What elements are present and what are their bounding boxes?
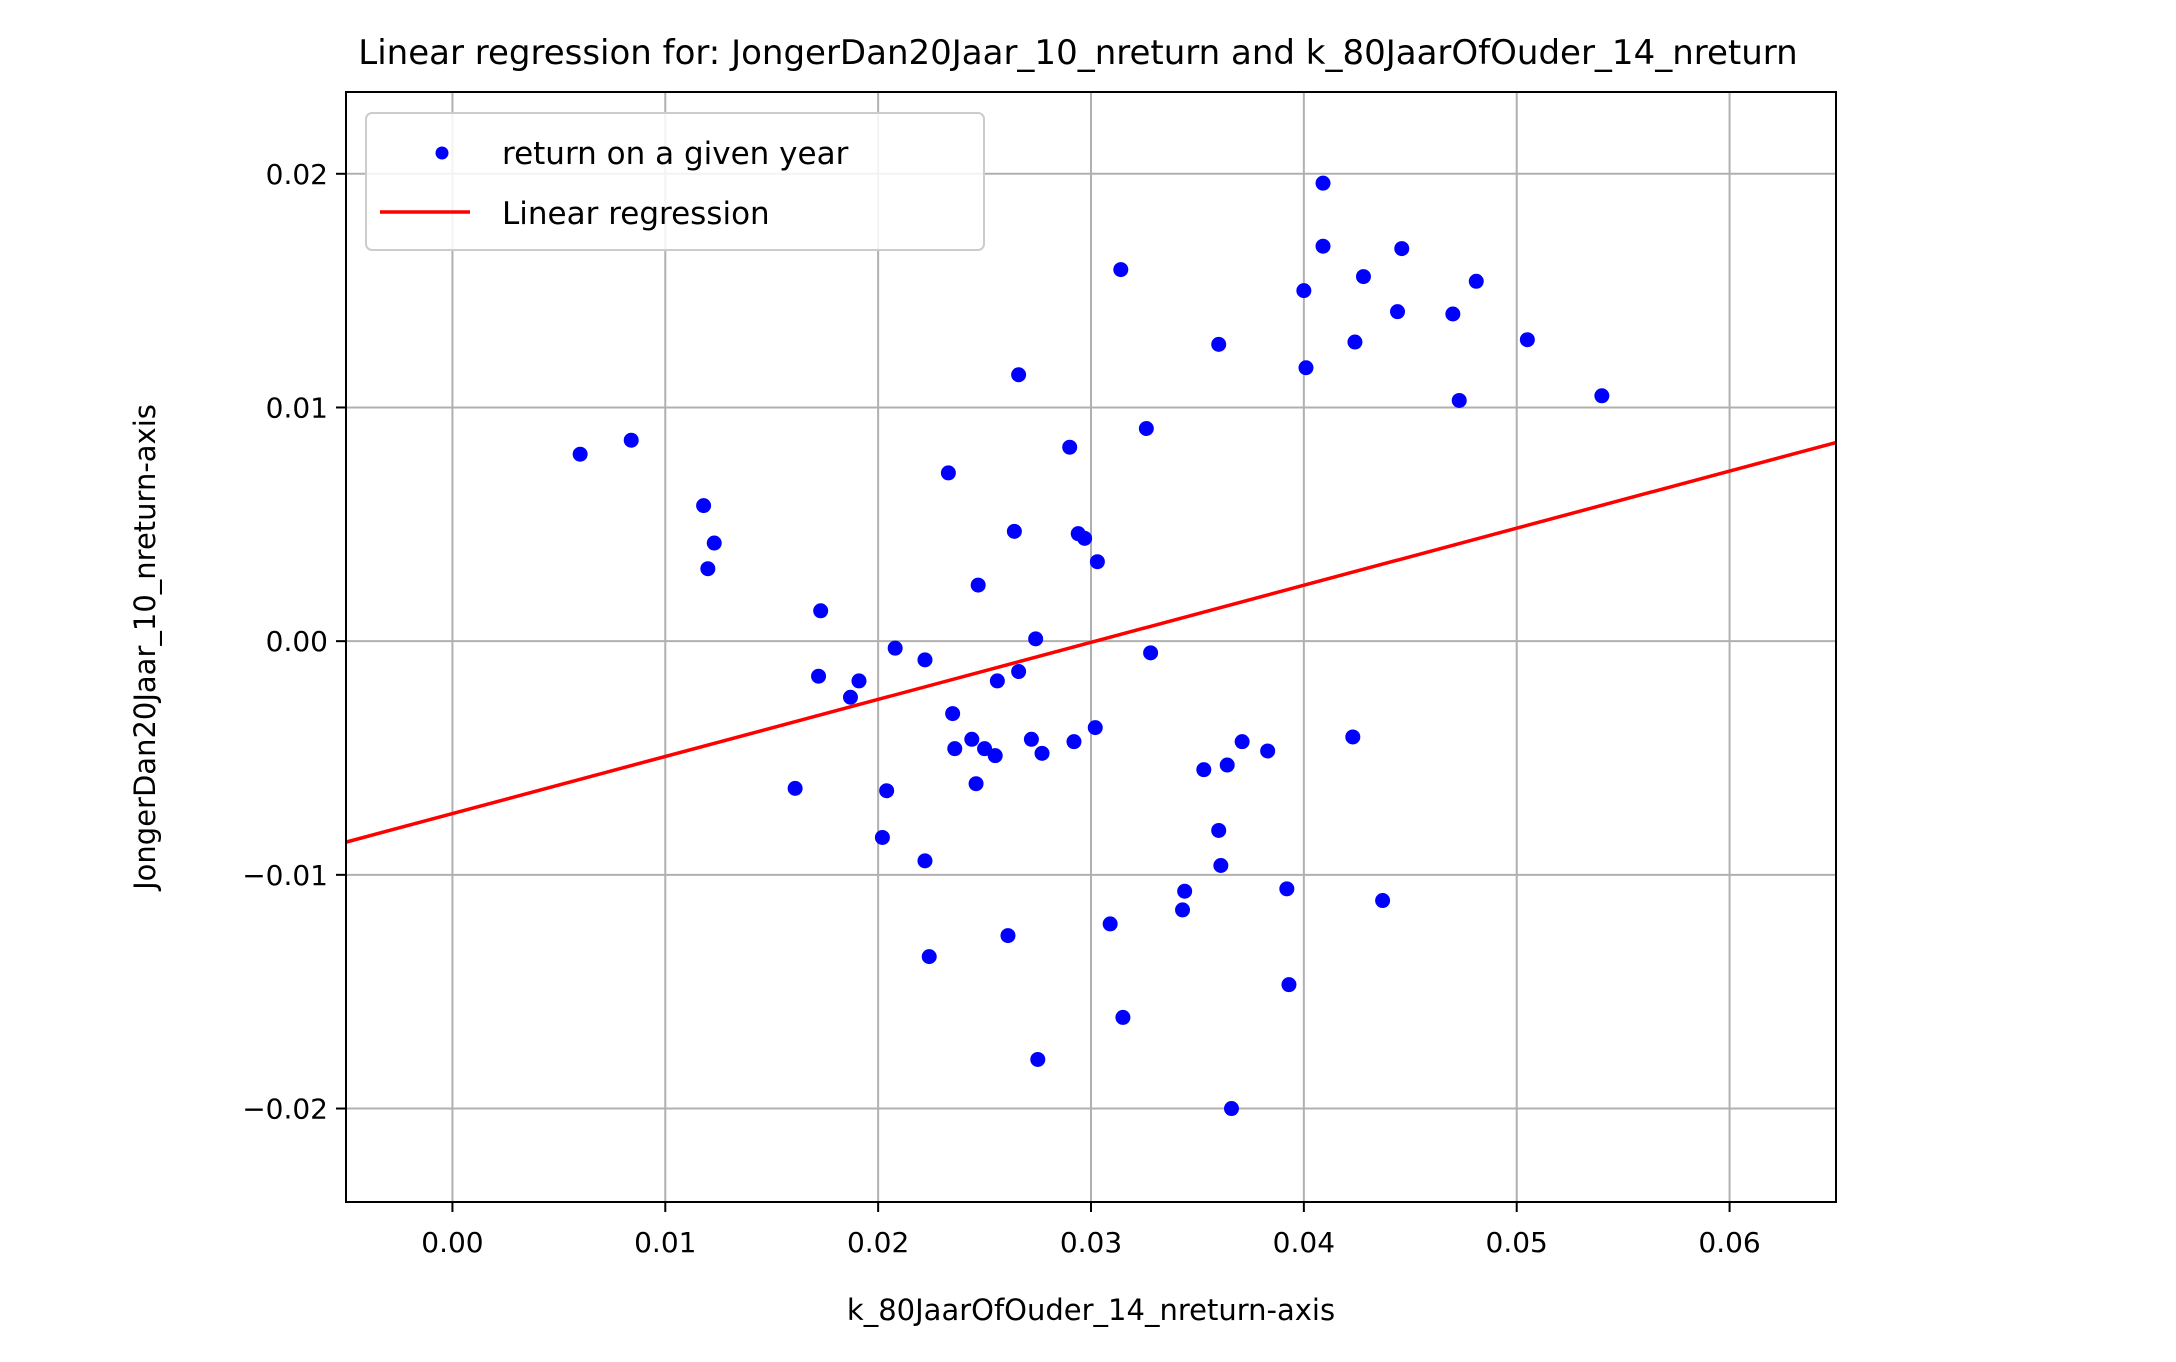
scatter-point bbox=[921, 949, 937, 965]
scatter-point bbox=[1011, 664, 1027, 680]
scatter-point bbox=[1034, 745, 1050, 761]
regression-line bbox=[345, 440, 1837, 844]
legend-label-scatter: return on a given year bbox=[502, 136, 849, 172]
scatter-point bbox=[1211, 822, 1227, 838]
scatter-point bbox=[1023, 731, 1039, 747]
scatter-point bbox=[1102, 916, 1118, 932]
scatter-point bbox=[1223, 1101, 1239, 1117]
scatter-point bbox=[1345, 729, 1361, 745]
scatter-point bbox=[1011, 367, 1027, 383]
scatter-point bbox=[1077, 530, 1093, 546]
scatter-point bbox=[1594, 388, 1610, 404]
scatter-point bbox=[1066, 734, 1082, 750]
scatter-point bbox=[1028, 631, 1044, 647]
scatter-point bbox=[1089, 554, 1105, 570]
scatter-point bbox=[917, 853, 933, 869]
x-tick-label: 0.05 bbox=[1486, 1226, 1548, 1259]
scatter-point bbox=[964, 731, 980, 747]
y-tick-label: −0.01 bbox=[242, 859, 328, 892]
scatter-point bbox=[811, 668, 827, 684]
scatter-point bbox=[1519, 332, 1535, 348]
scatter-point bbox=[1087, 720, 1103, 736]
scatter-point bbox=[1143, 645, 1159, 661]
scatter-point bbox=[989, 673, 1005, 689]
x-tick-label: 0.06 bbox=[1698, 1226, 1760, 1259]
scatter-point bbox=[1213, 857, 1229, 873]
scatter-point bbox=[940, 465, 956, 481]
scatter-point bbox=[1219, 757, 1235, 773]
scatter-point bbox=[1115, 1009, 1131, 1025]
scatter-point bbox=[842, 689, 858, 705]
scatter-point bbox=[706, 535, 722, 551]
scatter-point bbox=[1138, 421, 1154, 437]
scatter-point bbox=[1394, 241, 1410, 257]
scatter-point bbox=[1355, 269, 1371, 285]
y-tick-label: −0.02 bbox=[242, 1093, 328, 1126]
scatter-point bbox=[1175, 902, 1191, 918]
scatter-point bbox=[1260, 743, 1276, 759]
scatter-point bbox=[874, 829, 890, 845]
y-tick-label: 0.02 bbox=[266, 158, 328, 191]
plot-frame bbox=[345, 91, 1837, 1203]
scatter-point bbox=[1279, 881, 1295, 897]
scatter-point bbox=[1196, 762, 1212, 778]
regression-line-layer bbox=[345, 440, 1837, 844]
scatter-point bbox=[1445, 306, 1461, 322]
scatter-point bbox=[968, 776, 984, 792]
scatter-point bbox=[851, 673, 867, 689]
x-tick-label: 0.01 bbox=[634, 1226, 696, 1259]
x-axis-label: k_80JaarOfOuder_14_nreturn-axis bbox=[847, 1293, 1335, 1327]
scatter-point bbox=[1177, 883, 1193, 899]
scatter-point bbox=[813, 603, 829, 619]
scatter-point bbox=[1390, 304, 1406, 320]
scatter-point bbox=[1315, 238, 1331, 254]
scatter-point bbox=[696, 498, 712, 514]
scatter-point bbox=[945, 706, 961, 722]
ticks-layer: 0.00 0.01 0.02 0.03 0.04 0.05 0.06 −0.02 −0.01 0.… bbox=[242, 158, 1761, 1259]
scatter-point bbox=[1234, 734, 1250, 750]
scatter-point bbox=[1298, 360, 1314, 376]
scatter-point bbox=[977, 741, 993, 757]
scatter-point bbox=[1296, 283, 1312, 299]
scatter-point bbox=[787, 780, 803, 796]
scatter-point bbox=[1468, 273, 1484, 289]
y-tick-label: 0.01 bbox=[266, 391, 328, 424]
legend-label-line: Linear regression bbox=[502, 196, 770, 232]
x-tick-label: 0.04 bbox=[1273, 1226, 1335, 1259]
chart-title: Linear regression for: JongerDan20Jaar_1… bbox=[358, 33, 1797, 73]
scatter-point bbox=[970, 577, 986, 593]
scatter-point bbox=[623, 432, 639, 448]
scatter-point bbox=[572, 446, 588, 462]
scatter-point bbox=[1315, 175, 1331, 191]
scatter-point bbox=[947, 741, 963, 757]
scatter-point bbox=[1030, 1051, 1046, 1067]
y-axis-label: JongerDan20Jaar_10_nreturn-axis bbox=[128, 404, 162, 892]
scatter-point bbox=[1211, 336, 1227, 352]
x-tick-label: 0.00 bbox=[421, 1226, 483, 1259]
scatter-point bbox=[1000, 928, 1016, 944]
scatter-point bbox=[987, 748, 1003, 764]
legend-marker-scatter bbox=[435, 146, 449, 160]
scatter-point bbox=[1347, 334, 1363, 350]
legend-box bbox=[365, 112, 985, 251]
scatter-point bbox=[1281, 977, 1297, 993]
scatter-point bbox=[879, 783, 895, 799]
scatter-point bbox=[917, 652, 933, 668]
legend: return on a given year Linear regression bbox=[365, 112, 985, 251]
scatter-point bbox=[1375, 893, 1391, 909]
y-tick-label: 0.00 bbox=[266, 625, 328, 658]
scatter-point bbox=[887, 640, 903, 656]
scatter-point bbox=[1006, 523, 1022, 539]
x-tick-label: 0.02 bbox=[847, 1226, 909, 1259]
x-tick-label: 0.03 bbox=[1060, 1226, 1122, 1259]
scatter-point bbox=[1113, 262, 1129, 278]
scatter-point bbox=[700, 561, 716, 577]
scatter-points bbox=[572, 175, 1610, 1117]
scatter-point bbox=[1062, 439, 1078, 455]
scatter-point bbox=[1451, 392, 1467, 408]
